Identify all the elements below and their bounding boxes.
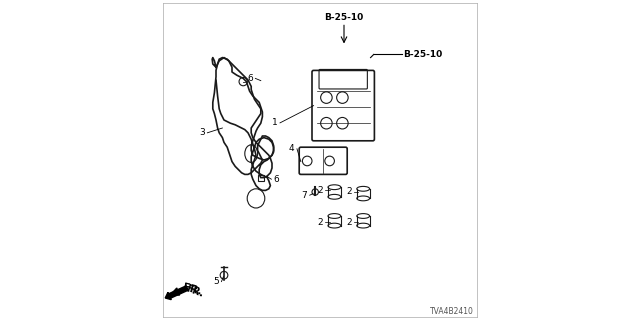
Text: 3: 3 — [199, 128, 205, 137]
Text: FR.: FR. — [184, 284, 204, 299]
Text: B-25-10: B-25-10 — [324, 13, 364, 22]
Text: 5: 5 — [214, 277, 219, 286]
FancyArrow shape — [165, 286, 188, 300]
Text: 4: 4 — [289, 144, 294, 153]
Text: FR.: FR. — [182, 282, 203, 297]
Text: 2: 2 — [317, 218, 323, 227]
Text: 2: 2 — [346, 188, 352, 196]
Text: 2: 2 — [346, 218, 352, 227]
Text: 2: 2 — [317, 186, 323, 195]
Text: B-25-10: B-25-10 — [403, 50, 442, 59]
Text: 6: 6 — [247, 74, 253, 83]
Text: 6: 6 — [274, 175, 279, 184]
Text: 1: 1 — [272, 118, 278, 127]
Text: 7: 7 — [301, 191, 307, 200]
Text: TVA4B2410: TVA4B2410 — [429, 308, 474, 316]
